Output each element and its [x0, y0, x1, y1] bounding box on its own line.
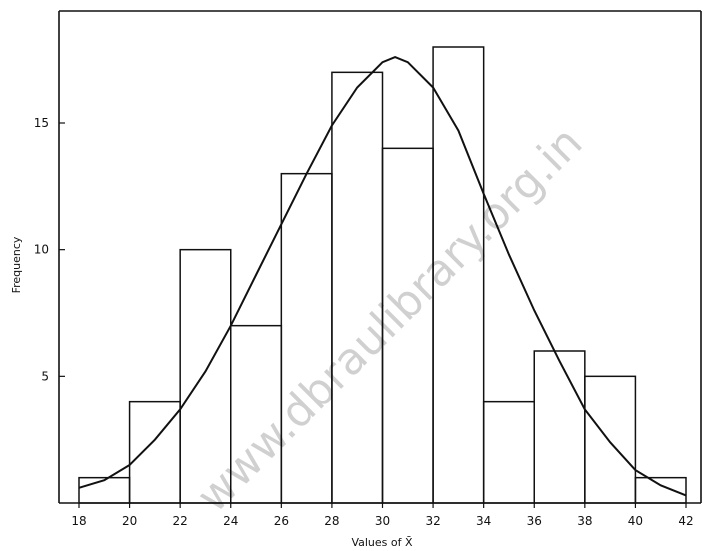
y-tick-label: 5 — [41, 369, 49, 383]
histogram-bar-32-34 — [432, 46, 485, 504]
x-tick-label: 38 — [577, 514, 592, 528]
x-tick-label: 30 — [375, 514, 390, 528]
histogram-bar-28-30 — [331, 71, 384, 504]
histogram-bar-18-20 — [78, 476, 131, 504]
x-tick-label: 34 — [476, 514, 491, 528]
plot-frame — [58, 10, 702, 504]
y-axis-label: Frequency — [10, 236, 23, 293]
x-tick-label: 20 — [122, 514, 137, 528]
x-tick-label: 28 — [324, 514, 339, 528]
histogram-bars — [78, 46, 687, 504]
x-tick-label: 22 — [173, 514, 188, 528]
y-tick-label: 10 — [34, 243, 49, 257]
y-tick-label: 15 — [34, 116, 49, 130]
x-tick-label: 36 — [527, 514, 542, 528]
histogram-bar-38-40 — [584, 375, 637, 504]
x-tick-label: 18 — [71, 514, 86, 528]
watermark: www.dbraulibrary.org.in — [187, 117, 592, 522]
histogram-bar-34-36 — [482, 400, 535, 504]
x-tick-label: 24 — [223, 514, 238, 528]
x-ticks: 18 20 22 24 26 28 30 32 34 36 38 40 42 — [71, 503, 694, 528]
x-axis-label: Values of X̄ — [351, 536, 413, 549]
normal-curve — [78, 56, 687, 497]
histogram-bar-36-38 — [533, 350, 586, 504]
x-tick-label: 32 — [425, 514, 440, 528]
histogram-bar-40-42 — [634, 476, 687, 504]
x-tick-label: 40 — [628, 514, 643, 528]
histogram-bar-20-22 — [128, 400, 181, 504]
x-tick-label: 42 — [678, 514, 693, 528]
x-tick-label: 26 — [274, 514, 289, 528]
y-ticks: 5 10 15 — [34, 116, 65, 383]
